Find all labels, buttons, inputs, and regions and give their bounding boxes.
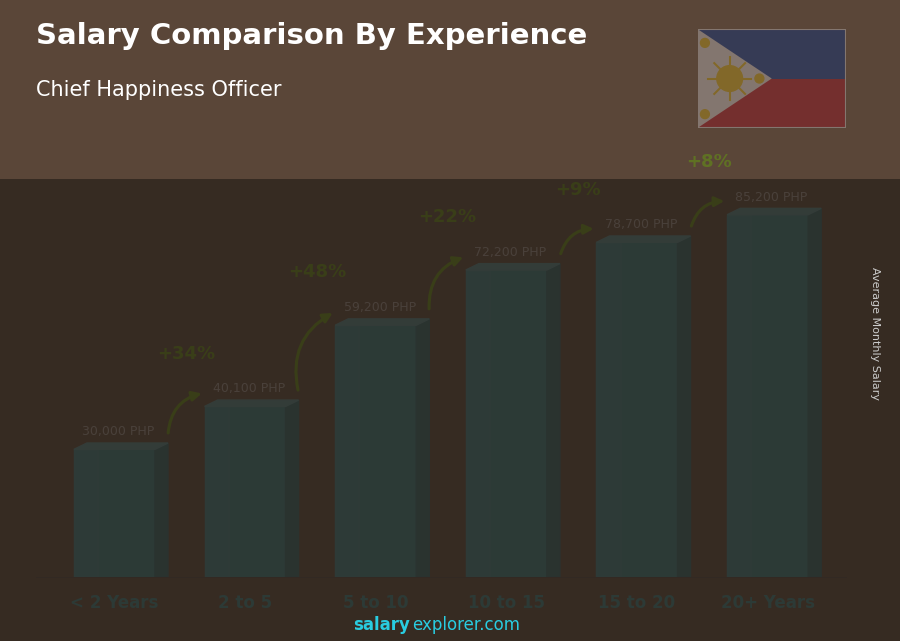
- Text: +8%: +8%: [686, 153, 732, 171]
- Polygon shape: [727, 215, 808, 577]
- Text: 30,000 PHP: 30,000 PHP: [82, 425, 155, 438]
- Text: +9%: +9%: [555, 181, 601, 199]
- Polygon shape: [416, 319, 429, 577]
- Circle shape: [700, 38, 709, 47]
- Polygon shape: [285, 400, 299, 577]
- Text: 85,200 PHP: 85,200 PHP: [735, 190, 807, 203]
- Polygon shape: [698, 29, 772, 128]
- Text: 59,200 PHP: 59,200 PHP: [344, 301, 416, 314]
- Polygon shape: [597, 242, 678, 577]
- Polygon shape: [335, 325, 416, 577]
- Polygon shape: [466, 270, 547, 577]
- Text: Chief Happiness Officer: Chief Happiness Officer: [36, 80, 282, 100]
- Polygon shape: [74, 449, 98, 577]
- Circle shape: [700, 110, 709, 119]
- Polygon shape: [678, 236, 690, 577]
- Text: 78,700 PHP: 78,700 PHP: [605, 218, 677, 231]
- Polygon shape: [74, 449, 155, 577]
- Polygon shape: [597, 236, 690, 242]
- Text: Salary Comparison By Experience: Salary Comparison By Experience: [36, 22, 587, 51]
- Text: +48%: +48%: [288, 263, 346, 281]
- Text: salary: salary: [353, 616, 410, 634]
- Polygon shape: [74, 443, 168, 449]
- Polygon shape: [808, 208, 821, 577]
- Polygon shape: [466, 263, 560, 270]
- Polygon shape: [204, 406, 285, 577]
- Circle shape: [716, 65, 742, 92]
- Polygon shape: [335, 325, 359, 577]
- Polygon shape: [466, 270, 490, 577]
- Text: +34%: +34%: [158, 345, 215, 363]
- Polygon shape: [727, 215, 752, 577]
- Polygon shape: [547, 263, 560, 577]
- Text: 40,100 PHP: 40,100 PHP: [213, 382, 285, 395]
- Text: +22%: +22%: [418, 208, 477, 226]
- Polygon shape: [727, 208, 821, 215]
- Polygon shape: [597, 242, 621, 577]
- Polygon shape: [204, 400, 299, 406]
- Bar: [698, 29, 846, 78]
- Text: Average Monthly Salary: Average Monthly Salary: [869, 267, 880, 400]
- Polygon shape: [155, 443, 168, 577]
- Polygon shape: [204, 406, 229, 577]
- Polygon shape: [335, 319, 429, 325]
- Circle shape: [755, 74, 764, 83]
- Text: 72,200 PHP: 72,200 PHP: [474, 246, 546, 259]
- Text: explorer.com: explorer.com: [412, 616, 520, 634]
- Bar: [698, 78, 846, 128]
